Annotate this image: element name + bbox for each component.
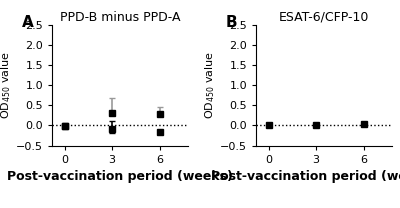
Y-axis label: OD$_{450}$ value: OD$_{450}$ value	[203, 51, 217, 119]
X-axis label: Post-vaccination period (weeks): Post-vaccination period (weeks)	[7, 170, 233, 183]
Title: ESAT-6/CFP-10: ESAT-6/CFP-10	[279, 11, 369, 24]
X-axis label: Post-vaccination period (weeks): Post-vaccination period (weeks)	[211, 170, 400, 183]
Title: PPD-B minus PPD-A: PPD-B minus PPD-A	[60, 11, 180, 24]
Text: A: A	[22, 15, 34, 30]
Text: B: B	[226, 15, 238, 30]
Y-axis label: OD$_{450}$ value: OD$_{450}$ value	[0, 51, 13, 119]
